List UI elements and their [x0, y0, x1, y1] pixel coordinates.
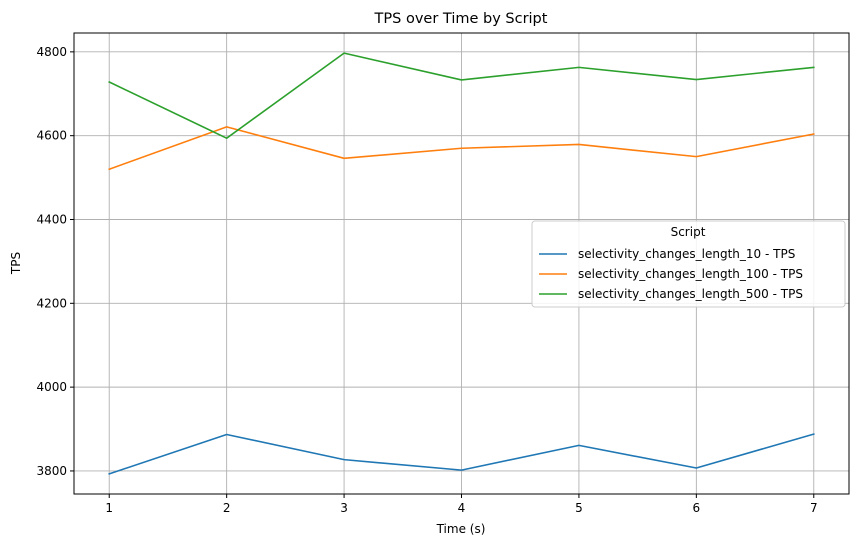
legend-label: selectivity_changes_length_10 - TPS [578, 247, 795, 261]
y-tick-label: 4400 [36, 212, 67, 226]
x-tick-label: 1 [105, 501, 113, 515]
legend-label: selectivity_changes_length_500 - TPS [578, 287, 803, 301]
y-tick-label: 4200 [36, 296, 67, 310]
y-tick-label: 4800 [36, 45, 67, 59]
x-axis: 1 2 3 4 5 6 7 [105, 494, 818, 515]
x-tick-label: 5 [575, 501, 583, 515]
series-line-1 [108, 433, 815, 475]
series-lines [108, 52, 815, 475]
x-axis-label: Time (s) [436, 522, 486, 536]
x-tick-label: 7 [810, 501, 818, 515]
x-tick-label: 4 [458, 501, 466, 515]
y-axis-label: TPS [9, 252, 23, 275]
x-tick-label: 6 [693, 501, 701, 515]
x-tick-label: 3 [340, 501, 348, 515]
y-axis: 3800 4000 4200 4400 4600 4800 [36, 45, 74, 478]
series-line-3 [108, 52, 815, 139]
legend-label: selectivity_changes_length_100 - TPS [578, 267, 803, 281]
x-tick-label: 2 [223, 501, 231, 515]
legend-items: selectivity_changes_length_10 - TPS selec… [539, 247, 803, 301]
y-tick-label: 3800 [36, 464, 67, 478]
chart-title: TPS over Time by Script [374, 11, 548, 27]
series-line-2 [108, 126, 815, 171]
legend-title: Script [671, 225, 706, 239]
y-tick-label: 4000 [36, 380, 67, 394]
legend-frame [531, 220, 846, 308]
y-tick-label: 4600 [36, 129, 67, 143]
legend: Script selectivity_changes_length_10 - T… [531, 220, 846, 308]
